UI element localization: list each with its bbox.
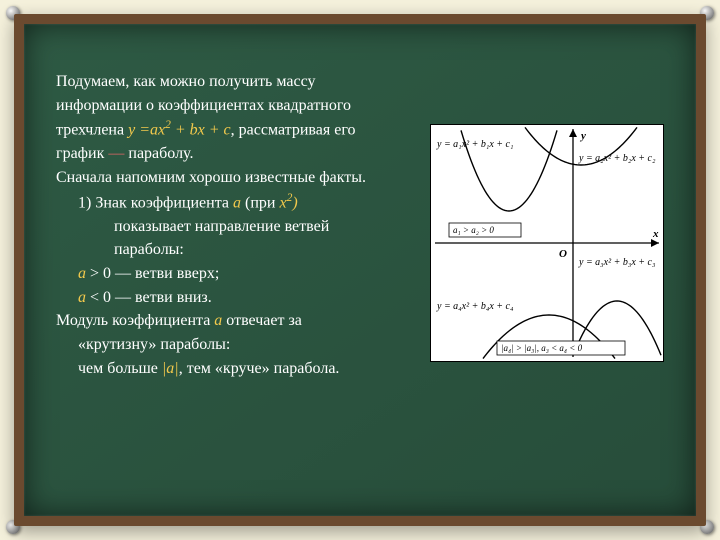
l2-pre: трехчлена xyxy=(56,122,128,139)
svg-text:y: y xyxy=(579,130,586,142)
l5d: х xyxy=(279,194,286,211)
parabola-figure: x y Oy = a₁x² + b₁x + c₁ y = a₂x² + b₂x + c… xyxy=(430,124,664,362)
board-frame: Подумаем, как можно получить массу инфор… xyxy=(14,14,706,526)
l9b: < 0 — ветви вниз. xyxy=(90,289,212,306)
l3c: параболу. xyxy=(128,145,193,162)
l2-eq2: + bx + c xyxy=(171,122,231,139)
svg-text:y = a₂x² + b₂x + c₂: y = a₂x² + b₂x + c₂ xyxy=(578,153,656,164)
svg-text:O: O xyxy=(559,248,567,260)
l5b: а xyxy=(233,194,245,211)
l2-eq: =ax xyxy=(139,122,165,139)
svg-text:y = a₃x² + b₃x + c₃: y = a₃x² + b₃x + c₃ xyxy=(578,257,656,268)
l8a: а xyxy=(78,265,90,282)
l5f: ) xyxy=(292,194,297,211)
l8b: > 0 — ветви вверх; xyxy=(90,265,219,282)
l3a: график xyxy=(56,145,108,162)
line-0: Подумаем, как можно получить массу xyxy=(56,70,664,94)
l10c: отвечает за xyxy=(226,312,302,329)
chalkboard: Подумаем, как можно получить массу инфор… xyxy=(24,24,696,516)
svg-text:|a₄| > |a₃|, a₃ < a₄ < 0: |a₄| > |a₃|, a₃ < a₄ < 0 xyxy=(501,343,583,353)
l10b: а xyxy=(214,312,226,329)
l2-pre2: y xyxy=(128,122,139,139)
slide-content: Подумаем, как можно получить массу инфор… xyxy=(56,70,664,484)
l9a: а xyxy=(78,289,90,306)
figure-svg: x y Oy = a₁x² + b₁x + c₁ y = a₂x² + b₂x + c… xyxy=(431,125,663,361)
l2-post: , рассматривая его xyxy=(231,122,356,139)
l12a: чем больше xyxy=(78,360,162,377)
svg-text:x: x xyxy=(652,228,659,240)
l3b: — xyxy=(108,145,128,162)
l5c: (при xyxy=(245,194,279,211)
line-1: информации о коэффициентах квадратного xyxy=(56,94,664,118)
l12c: , тем «круче» парабола. xyxy=(179,360,340,377)
svg-text:y = a₄x² + b₄x + c₄: y = a₄x² + b₄x + c₄ xyxy=(436,301,514,312)
l5a: 1) Знак коэффициента xyxy=(78,194,233,211)
l12b: |а| xyxy=(162,360,179,377)
svg-text:a₁ > a₂ > 0: a₁ > a₂ > 0 xyxy=(453,225,494,235)
l10a: Модуль коэффициента xyxy=(56,312,214,329)
svg-text:y = a₁x² + b₁x + c₁: y = a₁x² + b₁x + c₁ xyxy=(436,139,513,150)
